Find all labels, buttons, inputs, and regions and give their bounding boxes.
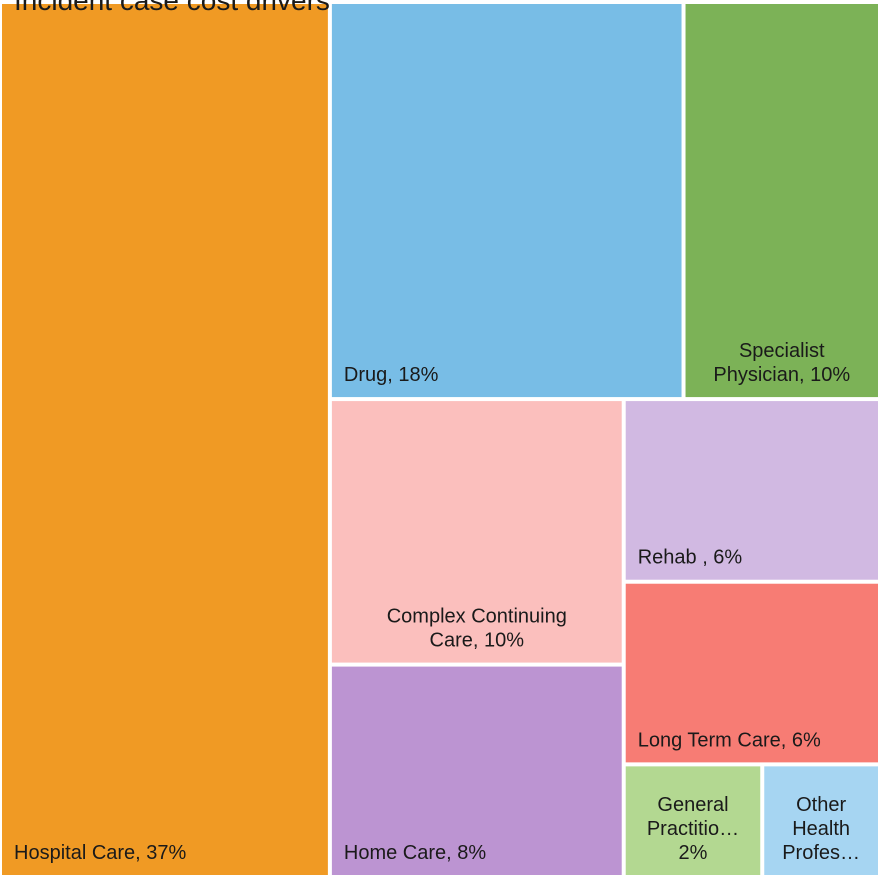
tile-label: Long Term Care, 6% xyxy=(638,729,821,751)
tile xyxy=(331,4,682,398)
tile xyxy=(625,583,878,763)
tile-label: Other xyxy=(796,794,846,816)
tile xyxy=(625,401,878,580)
tile-label: Complex Continuing xyxy=(387,606,567,628)
tile-label: Physician, 10% xyxy=(713,364,850,386)
tile-label: Practitio… xyxy=(647,818,739,840)
tile xyxy=(331,666,622,875)
tile-label: General xyxy=(657,794,728,816)
tile-label: Home Care, 8% xyxy=(344,842,486,864)
tile xyxy=(2,4,328,875)
tile-label: Care, 10% xyxy=(430,630,525,652)
tile-label: Health xyxy=(792,818,850,840)
tile xyxy=(764,766,878,875)
tiles: Hospital Care, 37% Drug, 18% SpecialistPhy… xyxy=(2,4,878,875)
tile-label: 2% xyxy=(679,842,708,864)
tile-label: Specialist xyxy=(739,340,825,362)
tile-label: Hospital Care, 37% xyxy=(14,842,187,864)
tile xyxy=(625,766,761,875)
tile xyxy=(685,4,878,398)
chart-title: Incident case cost drivers xyxy=(14,0,330,16)
tile-label: Profes… xyxy=(782,842,860,864)
tile-label: Drug, 18% xyxy=(344,364,439,386)
tile-label: Rehab , 6% xyxy=(638,547,743,569)
tile xyxy=(331,401,622,663)
